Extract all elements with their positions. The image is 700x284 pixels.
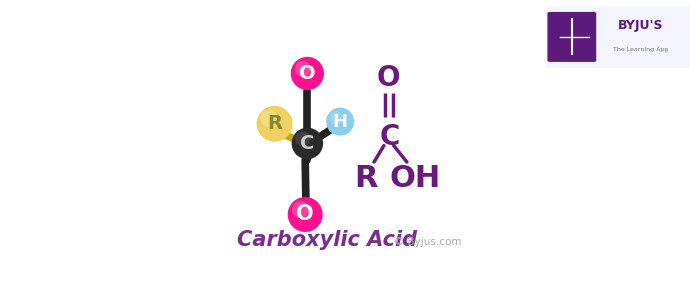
Text: Carboxylic Acid: Carboxylic Acid (237, 230, 417, 250)
Text: O: O (299, 64, 316, 83)
Circle shape (295, 131, 311, 147)
Circle shape (292, 128, 323, 159)
Text: R: R (355, 164, 378, 193)
Circle shape (257, 106, 293, 142)
Text: The Learning App: The Learning App (613, 47, 668, 52)
Text: R: R (267, 114, 282, 133)
Text: C: C (300, 134, 314, 153)
Circle shape (326, 108, 354, 135)
Text: © Byjus.com: © Byjus.com (394, 237, 461, 247)
Circle shape (330, 111, 343, 124)
Text: BYJU'S: BYJU'S (618, 19, 664, 32)
Text: O: O (296, 204, 314, 224)
Circle shape (295, 61, 311, 77)
Circle shape (288, 197, 323, 232)
Text: OH: OH (390, 164, 441, 193)
FancyBboxPatch shape (542, 4, 694, 70)
Text: H: H (332, 112, 348, 131)
Circle shape (261, 110, 278, 127)
Text: C: C (379, 123, 400, 151)
FancyBboxPatch shape (547, 12, 596, 62)
Text: O: O (377, 64, 400, 92)
Circle shape (290, 57, 324, 90)
Circle shape (292, 201, 309, 218)
